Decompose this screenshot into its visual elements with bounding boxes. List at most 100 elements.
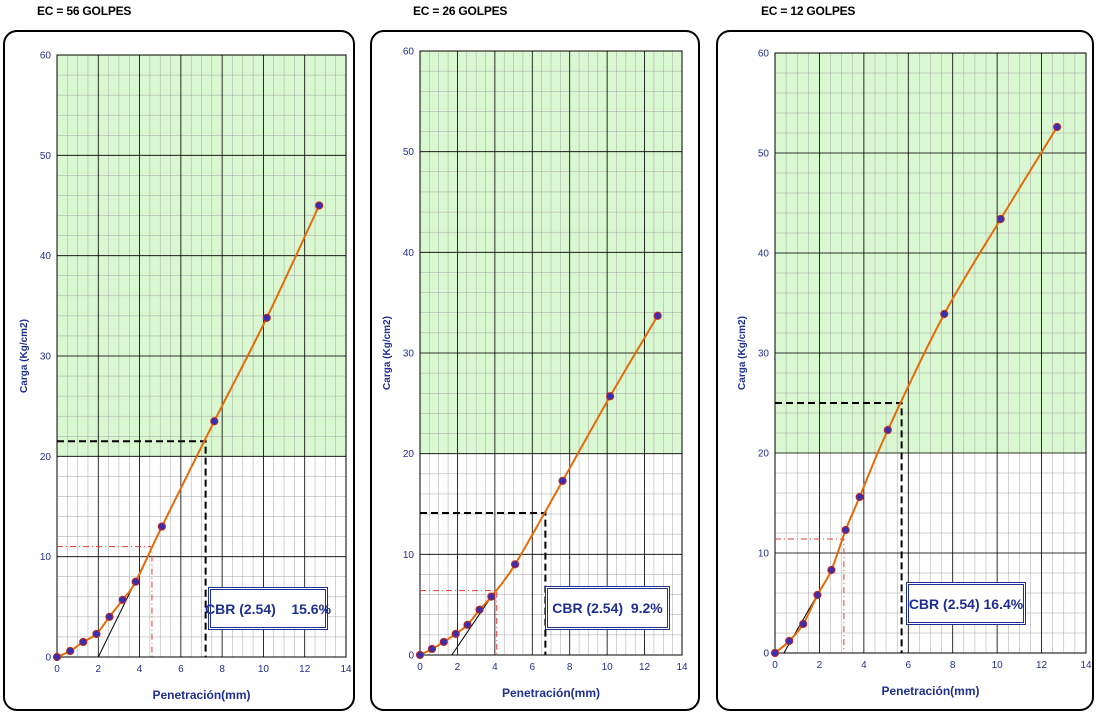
x-tick-label: 12 (1036, 660, 1048, 671)
data-point (855, 492, 864, 502)
chart-panel-56: 0 2 4 6 8 10 12 14 0 10 20 30 40 50 60 Penetración(mm) C… (3, 30, 355, 711)
x-tick-label: 14 (676, 662, 688, 673)
data-point (105, 612, 114, 621)
y-tick-label: 30 (758, 349, 770, 360)
data-point (315, 201, 324, 210)
x-axis-title: Penetración(mm) (881, 684, 979, 698)
data-point (415, 650, 425, 660)
data-point (770, 648, 780, 658)
chart-panel-26: 0 2 4 6 8 10 12 14 0 10 20 30 40 50 60 Penetración(mm) C… (370, 30, 700, 711)
x-tick-label: 2 (455, 662, 461, 673)
data-point (1053, 122, 1062, 132)
data-point (558, 476, 567, 485)
y-tick-label: 30 (403, 349, 415, 360)
cbr-label: CBR (2.54) (204, 600, 276, 617)
data-point (262, 313, 271, 322)
data-point (157, 522, 166, 531)
x-tick-label: 2 (817, 660, 823, 671)
cbr-value: 15.6% (291, 600, 332, 617)
data-point (463, 620, 472, 629)
data-point (92, 629, 101, 639)
x-tick-label: 4 (492, 662, 498, 673)
black-guide-line (57, 440, 207, 657)
x-tick-label: 2 (96, 664, 102, 675)
y-tick-label: 20 (40, 452, 52, 463)
x-tick-label: 8 (950, 660, 956, 671)
data-point (118, 595, 127, 604)
cbr-result-box-12: CBR (2.54) 16.4% (906, 582, 1026, 625)
y-tick-label: 10 (758, 549, 770, 560)
y-tick-label: 0 (408, 651, 414, 662)
plot-border (774, 52, 1087, 654)
x-tick-label: 10 (992, 660, 1004, 671)
cbr-result-box-56: CBR (2.54) 15.6% (204, 587, 332, 630)
red-guide-line (420, 590, 498, 655)
data-point (66, 646, 75, 656)
data-point (451, 629, 460, 638)
x-tick-label: 0 (772, 660, 778, 671)
data-point (131, 577, 140, 586)
y-tick-label: 10 (40, 552, 52, 563)
x-tick-label: 6 (906, 660, 912, 671)
panel-title-12: EC = 12 GOLPES (761, 4, 856, 18)
cbr-chart-56: 0 2 4 6 8 10 12 14 0 10 20 30 40 50 60 Penetración(mm) C… (19, 51, 352, 703)
x-tick-label: 10 (602, 662, 614, 673)
data-point (52, 652, 62, 662)
y-tick-label: 40 (758, 249, 770, 260)
x-axis-title: Penetración(mm) (502, 686, 600, 700)
panel-title-56: EC = 56 GOLPES (37, 4, 132, 18)
plot-border (56, 54, 347, 658)
y-axis-title: Carga (Kg/cm2) (382, 316, 393, 390)
chart-panel-12: 0 2 4 6 8 10 12 14 0 10 20 30 40 50 60 Penetración(mm) C… (716, 30, 1094, 711)
data-point (653, 311, 662, 320)
y-tick-label: 50 (758, 149, 770, 160)
data-point (427, 644, 437, 654)
y-tick-label: 50 (40, 151, 52, 162)
data-point (606, 392, 615, 401)
plot-border (419, 50, 683, 656)
black-guide-line (775, 402, 903, 653)
y-axis-title: Carga (Kg/cm2) (737, 316, 748, 390)
cbr-label: CBR (2.54) (552, 600, 624, 616)
y-tick-label: 10 (403, 550, 415, 561)
y-tick-label: 60 (40, 51, 52, 62)
y-tick-label: 50 (403, 147, 415, 158)
x-tick-label: 0 (54, 664, 60, 675)
cbr-result-box-26: CBR (2.54) 9.2% (545, 586, 670, 630)
x-tick-label: 8 (219, 664, 225, 675)
y-tick-label: 20 (403, 449, 415, 460)
data-point (785, 636, 794, 646)
data-point (883, 425, 892, 435)
data-point (996, 214, 1005, 224)
data-point (439, 637, 448, 647)
x-tick-label: 6 (530, 662, 536, 673)
data-point (813, 590, 822, 600)
y-tick-label: 30 (40, 352, 52, 363)
y-tick-label: 20 (758, 449, 770, 460)
x-tick-label: 14 (340, 664, 352, 675)
y-axis-title: Carga (Kg/cm2) (19, 319, 30, 393)
x-tick-label: 4 (137, 664, 143, 675)
data-point (940, 309, 949, 319)
cbr-label: CBR (2.54) (908, 595, 980, 612)
x-tick-label: 6 (178, 664, 184, 675)
data-point (799, 619, 808, 629)
y-tick-label: 0 (45, 653, 51, 664)
y-tick-label: 60 (403, 47, 415, 58)
x-tick-label: 12 (639, 662, 651, 673)
x-tick-label: 14 (1080, 660, 1092, 671)
data-point (487, 592, 496, 601)
x-axis-title: Penetración(mm) (152, 688, 250, 702)
data-point (510, 560, 520, 569)
cbr-chart-26: 0 2 4 6 8 10 12 14 0 10 20 30 40 50 60 Penetración(mm) C… (382, 47, 688, 701)
cbr-value: 9.2% (630, 600, 663, 616)
panel-title-26: EC = 26 GOLPES (413, 4, 508, 18)
x-tick-label: 10 (258, 664, 270, 675)
y-tick-label: 0 (763, 649, 769, 660)
y-tick-label: 60 (758, 49, 770, 60)
data-point (827, 565, 836, 575)
x-tick-label: 0 (417, 662, 423, 673)
cbr-value: 16.4% (983, 595, 1024, 612)
data-point (210, 417, 219, 426)
x-tick-label: 12 (299, 664, 311, 675)
